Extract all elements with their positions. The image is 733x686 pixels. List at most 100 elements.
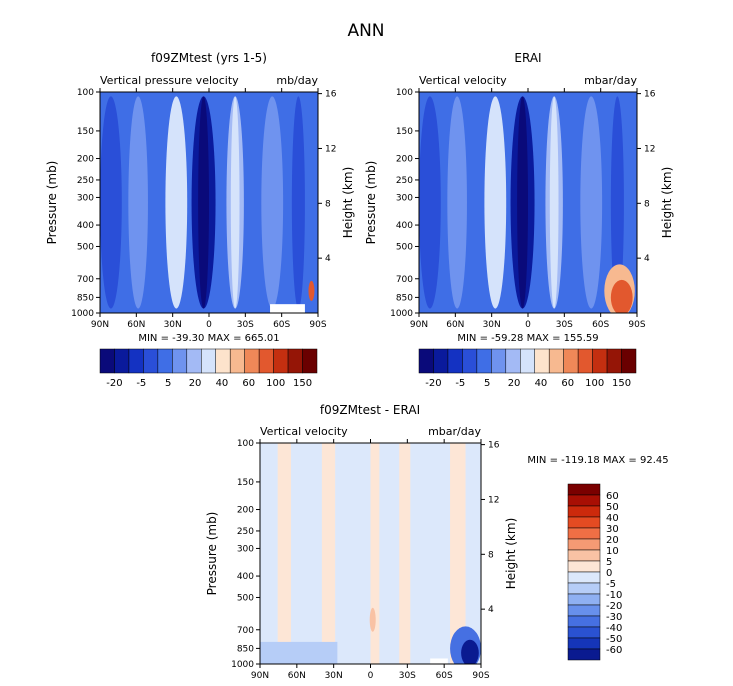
- y-tick-label: 500: [237, 593, 254, 603]
- colorbar-swatch: [258, 348, 274, 374]
- colorbar-label: -20: [606, 601, 622, 612]
- colorbar-swatch: [128, 348, 144, 374]
- colorbar-label: 40: [606, 513, 619, 524]
- colorbar-label: 40: [535, 378, 548, 389]
- y-axis-title: Pressure (mb): [205, 512, 219, 596]
- field-band: [165, 96, 188, 309]
- x-tick-label: 60S: [273, 320, 290, 330]
- colorbar-label: 60: [606, 491, 619, 502]
- colorbar-swatch: [621, 348, 637, 374]
- colorbar-label: 10: [606, 546, 619, 557]
- y-tick-label: 400: [396, 221, 413, 231]
- colorbar-swatch: [567, 604, 601, 617]
- y-tick-label: 300: [396, 193, 413, 203]
- field-band: [399, 443, 411, 664]
- x-tick-label: 90N: [410, 320, 428, 330]
- y-tick-label: 250: [237, 527, 254, 537]
- colorbar-swatch: [114, 348, 130, 374]
- field-band: [447, 96, 467, 309]
- field-band: [291, 96, 305, 309]
- x-tick-label: 60S: [592, 320, 609, 330]
- colorbar-swatch: [302, 348, 318, 374]
- y-right-tick-label: 16: [325, 90, 337, 100]
- plot-field: [100, 92, 318, 313]
- x-tick-label: 30S: [556, 320, 573, 330]
- colorbar-swatch: [567, 494, 601, 507]
- y-tick-label: 100: [77, 88, 94, 98]
- field-band: [370, 443, 380, 664]
- y-right-tick-label: 8: [488, 550, 494, 560]
- colorbar-label: -40: [606, 623, 622, 634]
- y-tick-label: 300: [77, 193, 94, 203]
- field-band: [517, 96, 528, 309]
- field-band: [198, 96, 209, 309]
- y-tick-label: 1000: [231, 660, 254, 670]
- field-band: [277, 443, 291, 664]
- colorbar-swatch: [567, 505, 601, 518]
- colorbar-swatch: [229, 348, 245, 374]
- colorbar-swatch: [287, 348, 303, 374]
- y-tick-label: 150: [77, 127, 94, 137]
- field-band: [369, 607, 376, 632]
- colorbar-swatch: [567, 571, 601, 584]
- colorbar-swatch: [244, 348, 260, 374]
- colorbar-label: 100: [585, 378, 604, 389]
- x-tick-label: 30S: [399, 671, 416, 681]
- colorbar-swatch: [563, 348, 579, 374]
- field-warm-core: [610, 279, 633, 313]
- colorbar-swatch: [567, 648, 601, 661]
- y-axis-title: Pressure (mb): [364, 161, 378, 245]
- panel-title: ERAI: [514, 51, 541, 65]
- field-band: [261, 96, 284, 309]
- right-label: mbar/day: [584, 74, 637, 87]
- left-label: Vertical pressure velocity: [100, 74, 239, 87]
- panel-model: f09ZMtest (yrs 1-5) Vertical pressure vel…: [45, 51, 355, 389]
- colorbar-label: 5: [484, 378, 490, 389]
- field-band: [260, 641, 338, 664]
- colorbar-label: 150: [612, 378, 631, 389]
- colorbar-swatch: [186, 348, 202, 374]
- field-band: [610, 96, 624, 309]
- colorbar-label: -10: [606, 590, 622, 601]
- x-tick-label: 60N: [288, 671, 306, 681]
- y-tick-label: 100: [396, 88, 413, 98]
- colorbar-swatch: [567, 538, 601, 551]
- x-tick-label: 60N: [127, 320, 145, 330]
- y-tick-label: 200: [237, 506, 254, 516]
- min-max-stats: MIN = -39.30 MAX = 665.01: [138, 333, 279, 344]
- y-tick-label: 200: [77, 155, 94, 165]
- colorbar-swatch: [567, 560, 601, 573]
- colorbar-swatch: [447, 348, 463, 374]
- y-tick-label: 300: [237, 544, 254, 554]
- field-band: [450, 443, 466, 664]
- y-tick-label: 850: [396, 293, 413, 303]
- y-tick-label: 700: [77, 275, 94, 285]
- y-tick-label: 1000: [390, 309, 413, 319]
- panel-diff: f09ZMtest - ERAI Vertical velocity mbar/da…: [205, 403, 669, 681]
- colorbar-swatch: [567, 593, 601, 606]
- field-missing: [270, 304, 305, 313]
- colorbar-swatch: [418, 348, 434, 374]
- x-tick-label: 90S: [472, 671, 489, 681]
- x-tick-label: 90S: [628, 320, 645, 330]
- colorbar-label: -30: [606, 612, 622, 623]
- colorbar-label: -50: [606, 634, 622, 645]
- x-tick-label: 0: [206, 320, 212, 330]
- x-tick-label: 90S: [309, 320, 326, 330]
- panel-title: f09ZMtest - ERAI: [320, 403, 420, 417]
- right-label: mb/day: [276, 74, 318, 87]
- y-right-axis-title: Height (km): [341, 167, 355, 238]
- field-band: [100, 96, 122, 309]
- colorbar-label: 30: [606, 524, 619, 535]
- x-tick-label: 0: [525, 320, 531, 330]
- y-tick-label: 100: [237, 439, 254, 449]
- colorbar-label: -60: [606, 645, 622, 656]
- x-tick-label: 60N: [446, 320, 464, 330]
- x-tick-label: 30N: [164, 320, 182, 330]
- colorbar-swatch: [567, 626, 601, 639]
- y-tick-label: 150: [237, 478, 254, 488]
- colorbar-label: -5: [136, 378, 146, 389]
- field-missing: [430, 658, 448, 664]
- field-band: [580, 96, 603, 309]
